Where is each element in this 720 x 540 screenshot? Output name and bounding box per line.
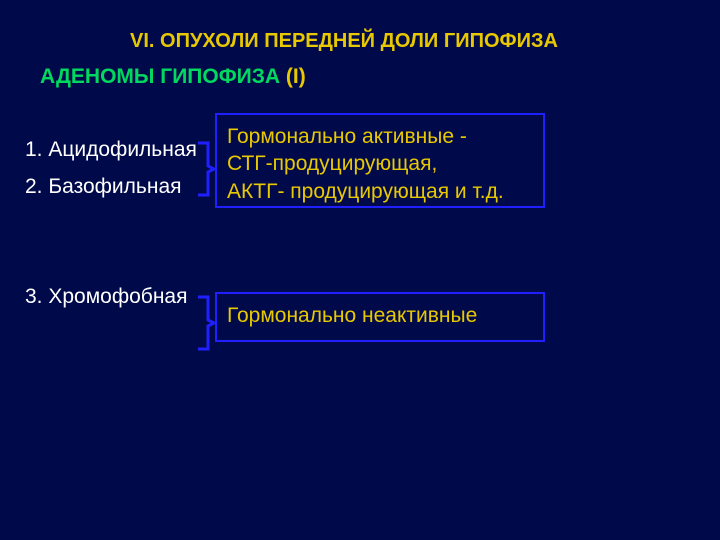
list-item-1: 1. Ацидофильная [25, 138, 197, 162]
box1-line3: АКТГ- продуцирующая и т.д. [227, 178, 533, 205]
subtitle: АДЕНОМЫ ГИПОФИЗА (I) [40, 65, 306, 89]
info-box-1: Гормонально активные - СТГ-продуцирующая… [215, 113, 545, 208]
subtitle-roman: (I) [286, 65, 306, 88]
list-item-3: 3. Хромофобная [25, 285, 187, 309]
bracket-icon-2 [198, 294, 216, 352]
box1-line2: СТГ-продуцирующая, [227, 150, 533, 177]
box2-line1: Гормонально неактивные [227, 302, 533, 329]
info-box-2: Гормонально неактивные [215, 292, 545, 342]
box1-line1: Гормонально активные - [227, 123, 533, 150]
subtitle-text: АДЕНОМЫ ГИПОФИЗА [40, 65, 286, 88]
main-title: VI. ОПУХОЛИ ПЕРЕДНЕЙ ДОЛИ ГИПОФИЗА [130, 30, 558, 53]
list-item-2: 2. Базофильная [25, 175, 182, 199]
bracket-icon-1 [198, 140, 216, 198]
